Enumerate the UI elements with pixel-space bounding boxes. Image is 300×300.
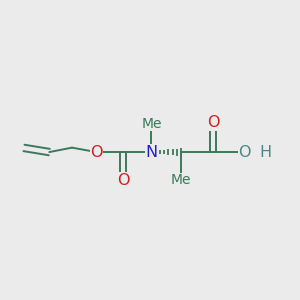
- Text: Me: Me: [141, 117, 162, 131]
- Bar: [142, 117, 160, 131]
- Bar: [145, 144, 158, 160]
- Bar: [116, 172, 130, 188]
- Text: O: O: [117, 172, 129, 188]
- Text: O: O: [207, 115, 220, 130]
- Text: O: O: [238, 145, 250, 160]
- Text: O: O: [90, 145, 103, 160]
- Bar: [260, 145, 272, 159]
- Bar: [207, 115, 220, 131]
- Bar: [90, 144, 103, 160]
- Bar: [238, 144, 251, 160]
- Text: N: N: [146, 145, 158, 160]
- Bar: [172, 173, 190, 188]
- Text: H: H: [260, 145, 272, 160]
- Text: Me: Me: [171, 173, 191, 187]
